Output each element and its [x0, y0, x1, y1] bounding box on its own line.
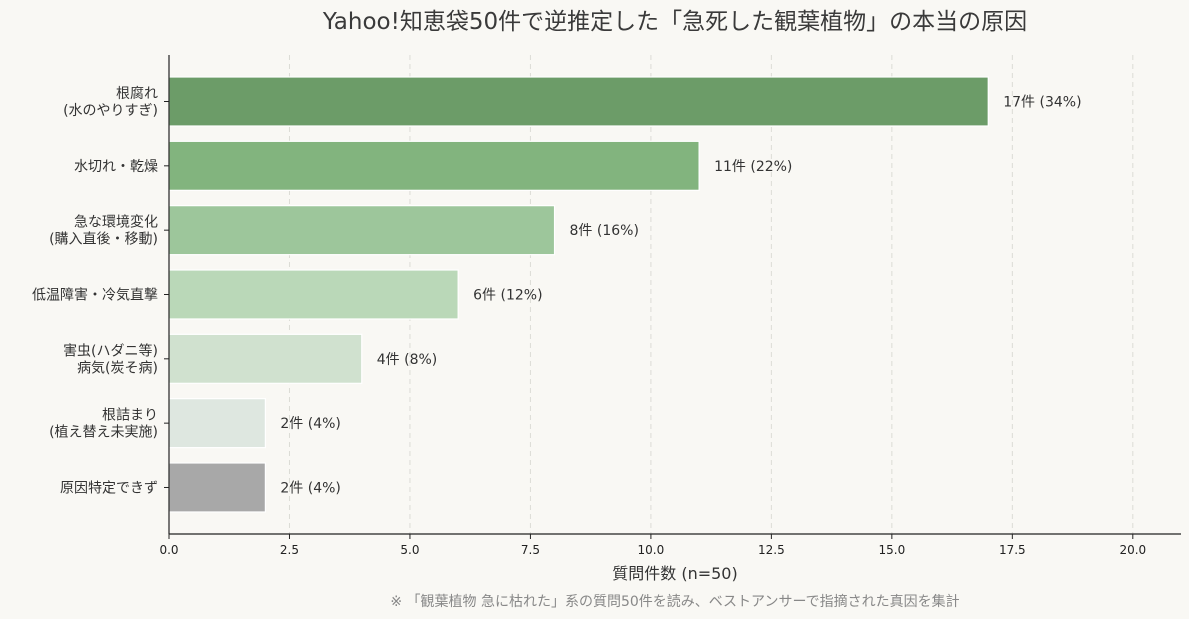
- x-axis-label: 質問件数 (n=50): [612, 564, 737, 583]
- bar-value-label: 8件 (16%): [570, 223, 639, 239]
- bar-value-label: 2件 (4%): [280, 480, 341, 496]
- category-label: 低温障害・冷気直撃: [32, 286, 158, 303]
- bar: [168, 333, 363, 384]
- bar: [168, 76, 989, 127]
- category-label: 根詰まり: [102, 408, 158, 424]
- x-tick-label: 17.5: [999, 543, 1026, 557]
- category-label: 害虫(ハダニ等): [63, 342, 158, 359]
- bar-value-label: 6件 (12%): [473, 287, 542, 303]
- category-label: 水切れ・乾燥: [74, 159, 158, 175]
- x-tick-label: 10.0: [638, 543, 665, 557]
- bar-value-label: 11件 (22%): [714, 159, 792, 175]
- category-label: 根腐れ: [116, 85, 158, 102]
- chart-title: Yahoo!知恵袋50件で逆推定した「急死した観葉植物」の本当の原因: [322, 9, 1027, 35]
- footnote: ※ 「観葉植物 急に枯れた」系の質問50件を読み、ベストアンサーで指摘された真因…: [390, 593, 959, 610]
- x-tick-label: 20.0: [1119, 543, 1146, 557]
- x-tick-label: 2.5: [280, 543, 299, 557]
- category-label: 病気(炭そ病): [77, 360, 158, 376]
- category-label: (水のやりすぎ): [63, 103, 158, 119]
- x-tick-label: 12.5: [758, 543, 785, 557]
- bar: [168, 205, 556, 256]
- bar-value-label: 4件 (8%): [377, 352, 438, 368]
- bar-value-label: 2件 (4%): [280, 416, 341, 432]
- bar: [168, 269, 459, 320]
- category-label: (購入直後・移動): [49, 231, 158, 248]
- bar: [168, 140, 700, 191]
- bars: 17件 (34%) 11件 (22%) 8件 (16%) 6件 (12%) 4件 (8%…: [168, 76, 1082, 513]
- category-label: 原因特定できず: [60, 480, 158, 496]
- bar: [168, 462, 266, 513]
- x-tick-label: 5.0: [400, 543, 419, 557]
- x-tick-label: 15.0: [878, 543, 905, 557]
- grid-lines: [288, 55, 1134, 534]
- category-label: 急な環境変化: [74, 214, 158, 231]
- category-label: (植え替え未実施): [49, 425, 158, 441]
- axes: 0.0 2.5 5.0 7.5 10.0 12.5 15.0 17.5 20.0 根腐れ(水のやり…: [32, 55, 1181, 557]
- x-tick-label: 7.5: [521, 543, 540, 557]
- bar: [168, 398, 266, 449]
- bar-value-label: 17件 (34%): [1003, 95, 1081, 111]
- x-tick-label: 0.0: [159, 543, 178, 557]
